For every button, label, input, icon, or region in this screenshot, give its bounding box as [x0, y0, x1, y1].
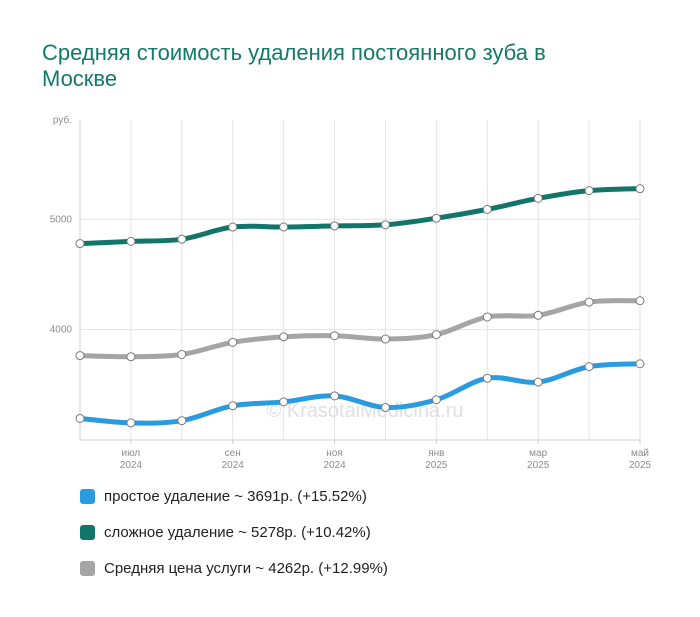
data-point [228, 222, 238, 232]
data-point [177, 416, 187, 426]
data-point [177, 349, 187, 359]
data-point [380, 402, 390, 412]
x-tick-label-month: мар [529, 448, 547, 459]
data-point [279, 222, 289, 232]
x-tick-label-month: ноя [326, 448, 343, 459]
y-axis-unit-label: руб. [53, 114, 72, 126]
data-point [177, 234, 187, 244]
data-point [482, 204, 492, 214]
legend-swatch [80, 524, 95, 540]
data-point [279, 332, 289, 342]
legend-item: простое удаление ~ 3691р. (+15.52%) [80, 487, 388, 505]
data-point [380, 334, 390, 344]
x-tick-label-year: 2024 [222, 460, 245, 471]
data-point [431, 395, 441, 405]
chart-title: Средняя стоимость удаления постоянного з… [42, 40, 546, 91]
legend-label: сложное удаление ~ 5278р. (+10.42%) [104, 523, 371, 541]
data-point [635, 184, 645, 194]
data-point [330, 391, 340, 401]
chart-legend: простое удаление ~ 3691р. (+15.52%) сложн… [80, 487, 388, 595]
data-point [584, 186, 594, 196]
x-tick-label-month: сен [225, 448, 241, 459]
data-point [228, 401, 238, 411]
data-point [584, 297, 594, 307]
y-tick-label: 5000 [50, 214, 73, 225]
data-point [279, 397, 289, 407]
data-point [533, 377, 543, 387]
data-point [431, 213, 441, 223]
series-line-2 [77, 298, 643, 360]
x-tick-label-month: янв [428, 448, 444, 459]
data-point [75, 351, 85, 361]
data-point [75, 239, 85, 249]
x-tick-label-year: 2024 [120, 460, 143, 471]
data-point [482, 312, 492, 322]
x-tick-label-year: 2025 [629, 460, 652, 471]
y-tick-label: 4000 [50, 325, 73, 336]
x-tick-label-month: май [631, 448, 649, 459]
legend-label: Средняя цена услуги ~ 4262р. (+12.99%) [104, 559, 388, 577]
data-point [635, 296, 645, 306]
data-point [533, 310, 543, 320]
legend-label: простое удаление ~ 3691р. (+15.52%) [104, 487, 367, 505]
legend-item: Средняя цена услуги ~ 4262р. (+12.99%) [80, 559, 388, 577]
x-tick-label-month: июл [122, 448, 141, 459]
data-point [330, 221, 340, 231]
series-line-1 [77, 186, 643, 247]
data-point [126, 352, 136, 362]
data-point [228, 337, 238, 347]
data-point [126, 418, 136, 428]
x-tick-label-year: 2024 [323, 460, 346, 471]
data-point [584, 362, 594, 372]
legend-swatch [80, 488, 95, 504]
data-point [330, 331, 340, 341]
legend-swatch [80, 560, 95, 576]
data-point [635, 359, 645, 369]
data-point [533, 193, 543, 203]
x-tick-label-year: 2025 [527, 460, 550, 471]
data-point [75, 413, 85, 423]
data-point [380, 220, 390, 230]
legend-item: сложное удаление ~ 5278р. (+10.42%) [80, 523, 388, 541]
data-point [482, 373, 492, 383]
data-point [431, 330, 441, 340]
line-chart: 50004000руб.июл2024сен2024ноя2024янв2025… [50, 114, 652, 471]
data-point [126, 236, 136, 246]
x-tick-label-year: 2025 [425, 460, 448, 471]
